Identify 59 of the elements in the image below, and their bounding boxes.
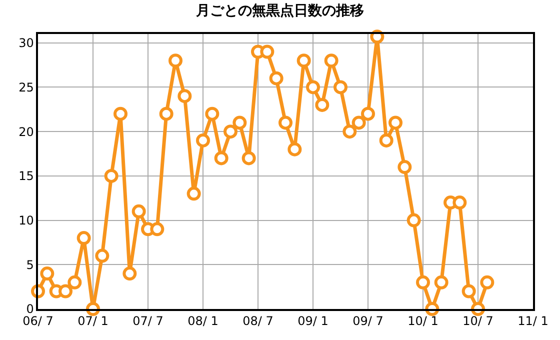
point: [388, 116, 402, 130]
point: [480, 275, 494, 290]
point: [406, 213, 421, 228]
point: [224, 124, 238, 139]
point: [214, 151, 228, 166]
x-tick-label: 08/ 1: [188, 314, 218, 328]
point: [342, 124, 357, 139]
point: [159, 106, 174, 121]
x-tick-label: 08/ 7: [242, 314, 274, 328]
x-tick-label: 10/ 7: [462, 314, 494, 328]
point: [260, 44, 274, 59]
point: [296, 54, 311, 68]
point: [315, 98, 330, 112]
point: [361, 106, 375, 121]
point: [122, 266, 137, 281]
y-tick-label: 0: [26, 302, 34, 316]
y-tick-label: 30: [18, 36, 34, 50]
x-tick-label: 10/ 1: [408, 314, 438, 328]
point: [278, 116, 292, 130]
y-tick-label: 15: [18, 169, 34, 184]
x-tick-label: 06/ 7: [22, 314, 54, 328]
point: [462, 284, 476, 298]
point: [186, 186, 201, 201]
point: [232, 116, 247, 130]
point: [379, 133, 394, 148]
point: [269, 71, 284, 86]
point: [434, 275, 448, 290]
point: [398, 160, 412, 174]
x-tick-label: 07/ 7: [132, 314, 164, 328]
y-tick-label: 20: [18, 124, 34, 139]
chart-title: 月ごとの無黒点日数の推移: [195, 2, 364, 19]
point: [168, 54, 182, 68]
x-tick-label: 11/ 1: [518, 314, 548, 328]
point: [242, 151, 256, 166]
point: [452, 196, 467, 210]
y-tick-label: 5: [26, 258, 34, 272]
point: [178, 89, 192, 104]
point: [132, 204, 146, 218]
point: [288, 142, 302, 156]
point: [114, 106, 128, 121]
point: [352, 116, 366, 130]
point: [150, 222, 164, 236]
x-tick-label: 07/ 1: [78, 314, 108, 328]
point: [76, 231, 91, 246]
point: [196, 133, 210, 148]
point: [416, 275, 430, 290]
point: [68, 275, 82, 290]
y-tick-label: 10: [18, 213, 34, 228]
point: [40, 266, 54, 281]
point: [334, 80, 348, 94]
point: [95, 248, 110, 263]
point: [324, 54, 338, 68]
x-tick-label: 09/ 1: [298, 314, 328, 328]
point: [104, 168, 118, 183]
point: [306, 80, 320, 94]
x-tick-label: 09/ 7: [352, 314, 384, 328]
point: [58, 284, 72, 298]
y-tick-label: 25: [18, 80, 34, 94]
point: [205, 106, 220, 121]
